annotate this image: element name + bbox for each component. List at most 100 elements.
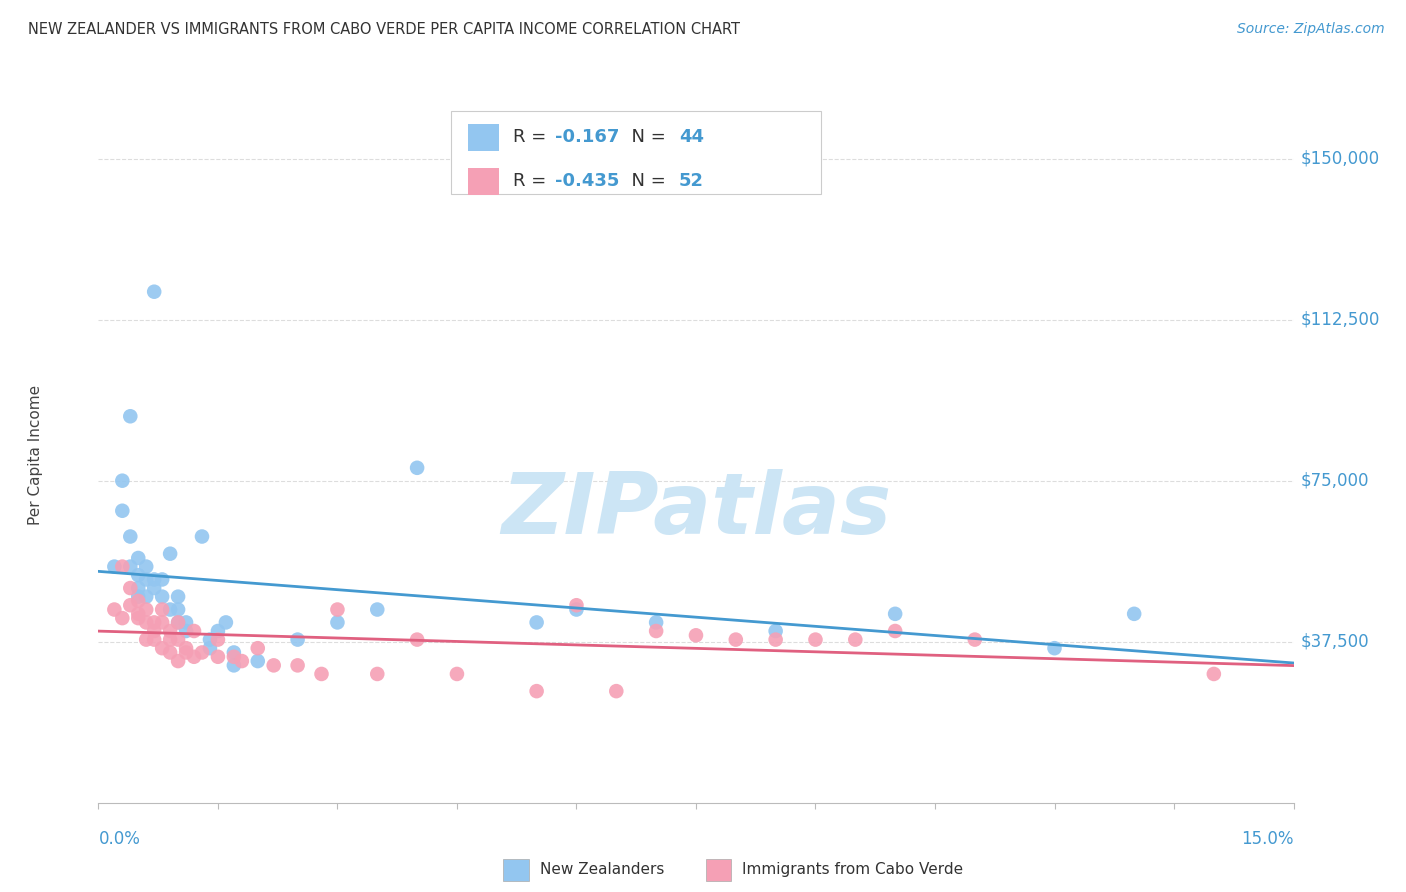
Point [884, 607, 907, 621]
Point [207, 624, 229, 638]
Point [150, 602, 173, 616]
Text: Source: ZipAtlas.com: Source: ZipAtlas.com [1237, 22, 1385, 37]
Point [765, 624, 787, 638]
Point [326, 602, 349, 616]
Point [120, 581, 142, 595]
Point [167, 615, 190, 630]
Text: $112,500: $112,500 [1301, 310, 1379, 328]
Point [263, 658, 285, 673]
Point [884, 624, 907, 638]
Point [127, 581, 149, 595]
Point [366, 602, 388, 616]
Text: -0.167: -0.167 [555, 128, 620, 146]
Point [207, 632, 229, 647]
Point [724, 632, 747, 647]
Point [215, 615, 238, 630]
Point [120, 599, 142, 613]
Point [167, 654, 190, 668]
Point [366, 667, 388, 681]
Point [120, 559, 142, 574]
Point [111, 559, 134, 574]
Text: Immigrants from Cabo Verde: Immigrants from Cabo Verde [742, 863, 963, 877]
Text: 52: 52 [679, 172, 704, 191]
Point [127, 551, 149, 566]
Text: N =: N = [620, 128, 671, 146]
Point [111, 611, 134, 625]
Point [159, 632, 181, 647]
Point [174, 615, 197, 630]
Point [143, 615, 166, 630]
Point [150, 590, 173, 604]
Point [111, 504, 134, 518]
Point [565, 602, 588, 616]
Text: New Zealanders: New Zealanders [540, 863, 664, 877]
Point [167, 615, 190, 630]
Point [143, 573, 166, 587]
Point [143, 581, 166, 595]
Point [645, 615, 668, 630]
Point [103, 602, 125, 616]
Text: Per Capita Income: Per Capita Income [28, 384, 42, 525]
Text: $75,000: $75,000 [1301, 472, 1369, 490]
Point [526, 684, 548, 698]
Point [143, 285, 166, 299]
Point [231, 654, 253, 668]
Point [645, 624, 668, 638]
Point [135, 590, 157, 604]
Text: -0.435: -0.435 [555, 172, 620, 191]
Point [120, 529, 142, 543]
Point [159, 547, 181, 561]
Text: NEW ZEALANDER VS IMMIGRANTS FROM CABO VERDE PER CAPITA INCOME CORRELATION CHART: NEW ZEALANDER VS IMMIGRANTS FROM CABO VE… [28, 22, 740, 37]
Point [111, 474, 134, 488]
Text: 44: 44 [679, 128, 704, 146]
Point [167, 602, 190, 616]
Point [222, 658, 245, 673]
Point [526, 615, 548, 630]
Point [135, 632, 157, 647]
Point [120, 409, 142, 424]
Point [198, 632, 221, 647]
Point [246, 641, 269, 656]
Point [565, 599, 588, 613]
Point [326, 615, 349, 630]
Point [765, 632, 787, 647]
Point [804, 632, 827, 647]
Point [150, 573, 173, 587]
Point [844, 632, 866, 647]
Point [135, 573, 157, 587]
Point [127, 594, 149, 608]
Point [446, 667, 468, 681]
Point [207, 649, 229, 664]
Point [191, 645, 214, 659]
Point [191, 529, 214, 543]
Point [159, 624, 181, 638]
Point [150, 641, 173, 656]
Point [127, 590, 149, 604]
Point [287, 632, 309, 647]
Text: ZIPatlas: ZIPatlas [501, 469, 891, 552]
Point [222, 649, 245, 664]
Point [246, 654, 269, 668]
Point [159, 602, 181, 616]
Point [127, 568, 149, 582]
Point [1202, 667, 1225, 681]
Point [174, 641, 197, 656]
Point [135, 615, 157, 630]
Text: $150,000: $150,000 [1301, 150, 1379, 168]
Point [183, 624, 205, 638]
Text: R =: R = [513, 172, 551, 191]
Point [143, 624, 166, 638]
Point [174, 645, 197, 659]
Point [406, 460, 429, 475]
Point [183, 649, 205, 664]
Point [311, 667, 333, 681]
Text: R =: R = [513, 128, 551, 146]
Point [963, 632, 986, 647]
Point [159, 645, 181, 659]
Point [287, 658, 309, 673]
Point [150, 615, 173, 630]
Point [1123, 607, 1146, 621]
Point [406, 632, 429, 647]
Point [127, 611, 149, 625]
Point [167, 590, 190, 604]
